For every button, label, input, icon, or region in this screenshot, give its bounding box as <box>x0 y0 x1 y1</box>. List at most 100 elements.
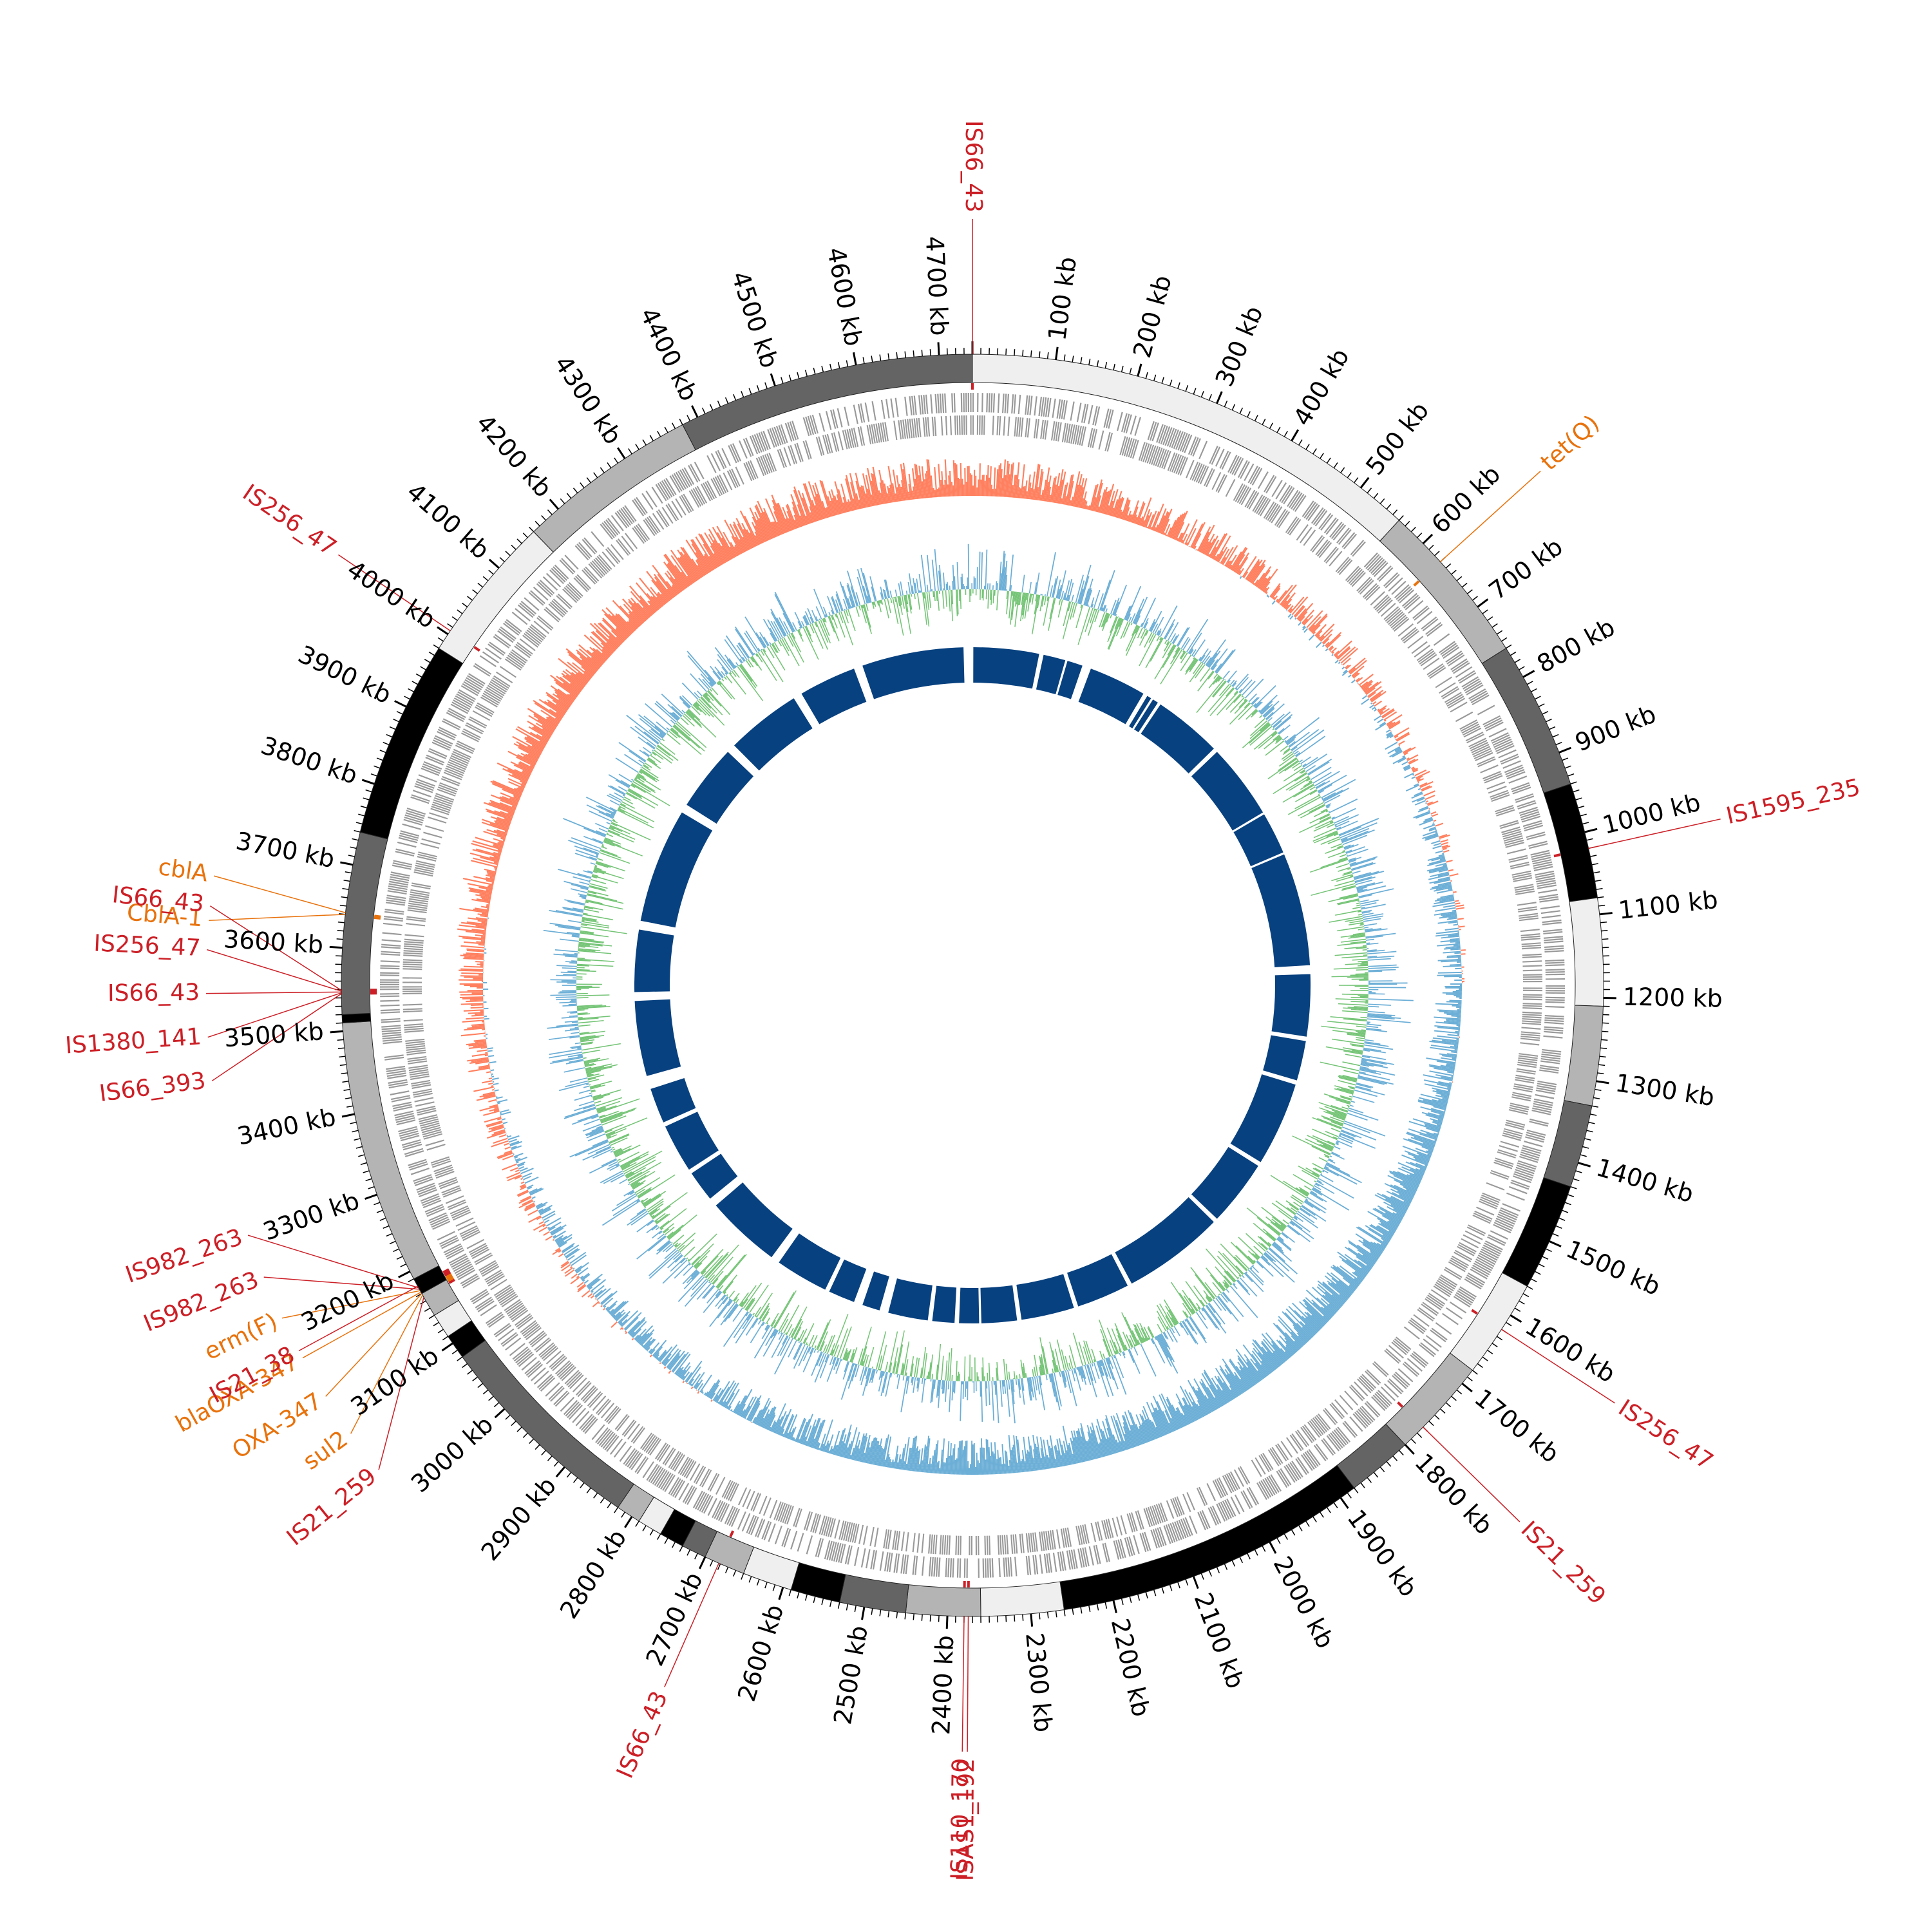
cds-reverse <box>1409 1319 1426 1332</box>
cds-reverse <box>954 415 956 435</box>
gc-content-bar <box>1093 589 1101 609</box>
gc-skew-bar <box>488 1083 493 1085</box>
gc-skew-bar <box>486 1037 488 1039</box>
gc-skew-bar <box>1331 651 1334 654</box>
cds-reverse <box>433 799 452 807</box>
cds-reverse <box>604 1405 618 1421</box>
cds-reverse <box>1311 1419 1324 1435</box>
tick-mark <box>447 623 453 628</box>
gc-skew-bar <box>965 1440 968 1475</box>
cds-forward <box>1343 533 1358 549</box>
cds-reverse <box>913 418 917 438</box>
gc-skew-bar <box>1323 638 1330 645</box>
gc-skew-bar <box>639 595 656 614</box>
gc-skew-bar <box>544 1219 550 1224</box>
cds-reverse <box>1186 1492 1195 1511</box>
gc-skew-bar <box>887 493 890 504</box>
gc-skew-bar <box>1434 1025 1461 1029</box>
cds-reverse <box>1428 665 1445 677</box>
gc-skew-bar <box>583 634 610 658</box>
gc-skew-bar <box>1156 1401 1172 1434</box>
cds-reverse <box>1260 1454 1272 1472</box>
gc-content-bar <box>1086 589 1093 607</box>
cds-reverse <box>1082 1524 1088 1544</box>
cds-reverse <box>606 1406 620 1423</box>
gc-skew-bar <box>522 1198 533 1206</box>
cds-reverse <box>526 629 543 643</box>
gc-skew-bar <box>1357 1249 1377 1264</box>
cds-reverse <box>1271 506 1283 524</box>
gc-skew-bar <box>1305 1297 1331 1321</box>
gc-skew-bar <box>1016 1435 1021 1473</box>
tick-mark <box>1467 1376 1473 1381</box>
cds-forward <box>1490 1230 1508 1240</box>
gc-skew-bar <box>1141 1410 1155 1441</box>
gc-skew-bar <box>855 480 864 509</box>
gc-skew-bar <box>1404 772 1414 779</box>
gc-skew-bar <box>1387 721 1393 726</box>
tick-mark <box>494 1408 506 1419</box>
cds-forward <box>1514 1171 1533 1179</box>
gc-skew-bar <box>820 1443 824 1452</box>
cds-reverse <box>1153 446 1161 466</box>
cds-forward <box>1414 607 1430 621</box>
tick-mark <box>355 822 363 825</box>
gc-skew-bar <box>952 485 954 497</box>
cds-reverse <box>1515 890 1535 895</box>
tick-mark <box>1177 1582 1180 1589</box>
cds-forward <box>1152 1529 1160 1548</box>
cds-reverse <box>404 934 424 938</box>
gc-skew-bar <box>1436 1090 1450 1094</box>
cds-forward <box>960 393 963 413</box>
tick-mark <box>649 1530 654 1536</box>
cds-forward <box>1326 1435 1340 1452</box>
cds-forward <box>787 422 795 441</box>
gc-skew-bar <box>1435 933 1459 937</box>
tick-mark <box>1080 1607 1083 1614</box>
gc-skew-bar <box>1020 464 1025 498</box>
gc-skew-bar <box>990 484 992 497</box>
cds-reverse <box>402 968 422 971</box>
gc-skew-bar <box>468 917 488 922</box>
cds-forward <box>1517 1162 1536 1170</box>
cds-reverse <box>1246 491 1258 509</box>
cds-forward <box>380 988 400 990</box>
cds-forward <box>1056 399 1061 419</box>
gc-skew-bar <box>802 1436 806 1445</box>
gc-skew-bar <box>1061 1455 1065 1466</box>
gc-skew-bar <box>1439 857 1446 860</box>
cds-forward <box>715 451 725 469</box>
cds-reverse <box>1128 1513 1136 1532</box>
gc-skew-bar <box>752 1416 757 1423</box>
gc-skew-bar <box>536 1204 546 1210</box>
cds-forward <box>1359 1407 1374 1423</box>
gc-skew-bar <box>586 649 604 665</box>
gc-skew-bar <box>944 459 948 497</box>
tick-mark <box>1410 526 1416 533</box>
cds-forward <box>1536 1087 1556 1092</box>
cds-reverse <box>731 468 741 487</box>
gc-skew-bar <box>502 1121 508 1124</box>
gc-skew-bar <box>562 682 580 696</box>
cds-reverse <box>617 538 631 554</box>
gc-skew-bar <box>518 744 541 757</box>
cds-reverse <box>414 869 433 875</box>
gc-skew-bar <box>460 1032 486 1037</box>
cds-reverse <box>853 428 859 447</box>
gc-skew-bar <box>1354 1259 1370 1272</box>
tick-mark <box>797 1592 800 1599</box>
cds-forward <box>1150 1530 1158 1549</box>
gc-skew-bar <box>845 478 855 511</box>
cds-forward <box>1281 486 1293 504</box>
cds-forward <box>1092 406 1098 426</box>
gc-skew-bar <box>910 1436 916 1472</box>
gc-skew-bar <box>1173 510 1188 540</box>
gc-skew-bar <box>927 1463 929 1473</box>
gc-skew-bar <box>504 818 512 822</box>
tick-mark <box>1276 426 1281 433</box>
gc-skew-bar <box>561 1264 571 1272</box>
cds-forward <box>1151 422 1159 442</box>
gc-skew-bar <box>649 604 656 613</box>
cds-reverse <box>403 954 423 957</box>
gc-skew-bar <box>480 905 489 909</box>
